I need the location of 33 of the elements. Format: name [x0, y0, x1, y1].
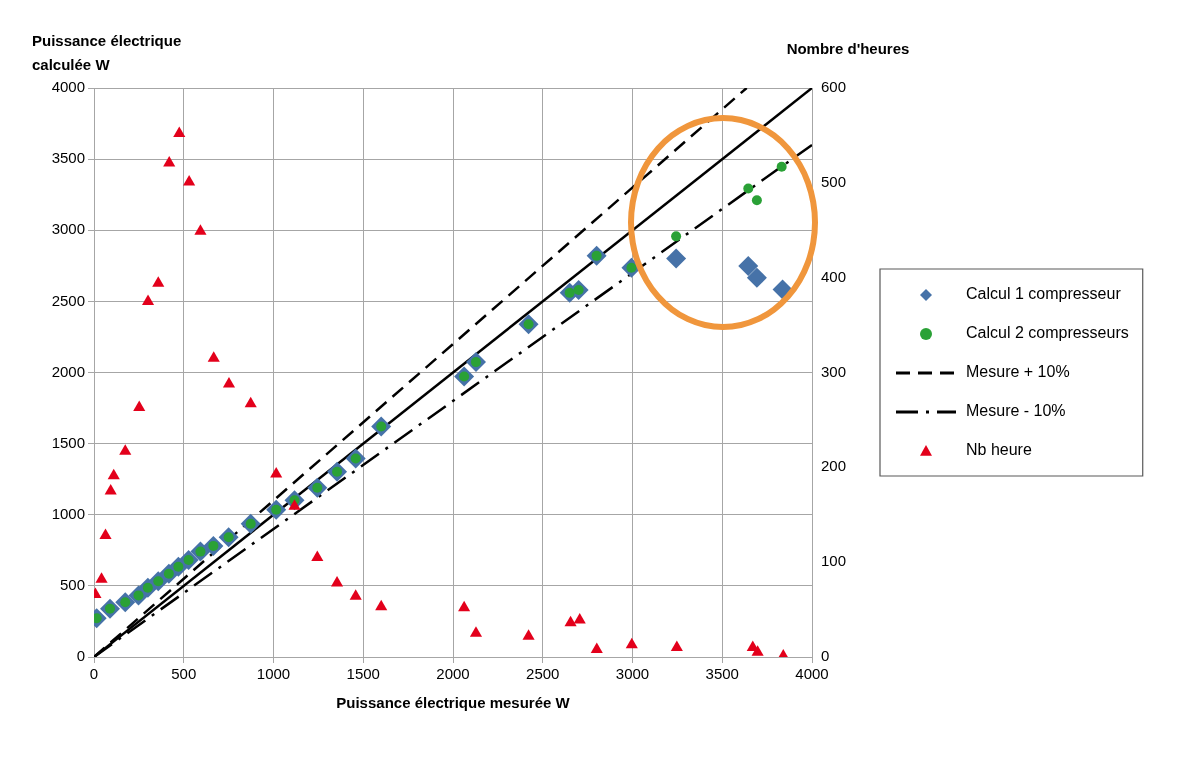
y-tick-label: 500: [59, 576, 85, 594]
y2-tick-label: 600: [821, 78, 847, 96]
x-tick-label: 2500: [526, 665, 560, 683]
y-axis-title: Puissance électrique calculée W: [32, 32, 182, 73]
y2-tick-label: 500: [821, 172, 847, 190]
y2-axis-title: Nombre d'heures: [786, 40, 910, 57]
x-tick-label: 1500: [346, 665, 380, 683]
x-tick-label: 500: [171, 665, 197, 683]
y-tick-label: 2500: [51, 291, 85, 309]
legend-label: Calcul 1 compresseur: [966, 285, 1122, 303]
x-tick-label: 3000: [615, 665, 650, 683]
legend-label: Mesure - 10%: [966, 402, 1066, 420]
x-tick-label: 3500: [705, 665, 739, 683]
x-tick-label: 0: [89, 665, 99, 683]
x-tick-label: 2000: [436, 665, 470, 683]
legend-label: Nb heure: [966, 441, 1032, 459]
y-tick-label: 1500: [51, 433, 85, 451]
y2-tick-label: 200: [821, 457, 847, 475]
y2-tick-label: 400: [821, 267, 847, 285]
y2-tick-label: 300: [821, 362, 847, 380]
y-tick-label: 2000: [51, 362, 85, 380]
y2-tick-label: 0: [821, 647, 830, 665]
y-tick-label: 1000: [51, 504, 85, 522]
y2-tick-label: 100: [821, 552, 847, 570]
y-tick-label: 3500: [51, 149, 85, 167]
y-tick-label: 3000: [51, 220, 85, 238]
y-tick-label: 4000: [51, 78, 85, 96]
legend-label: Mesure + 10%: [966, 363, 1070, 381]
x-tick-label: 1000: [256, 665, 291, 683]
x-tick-label: 4000: [795, 665, 829, 683]
legend-label: Calcul 2 compresseurs: [966, 324, 1129, 342]
y-tick-label: 0: [76, 647, 85, 665]
x-axis-title: Puissance électrique mesurée W: [336, 694, 571, 712]
